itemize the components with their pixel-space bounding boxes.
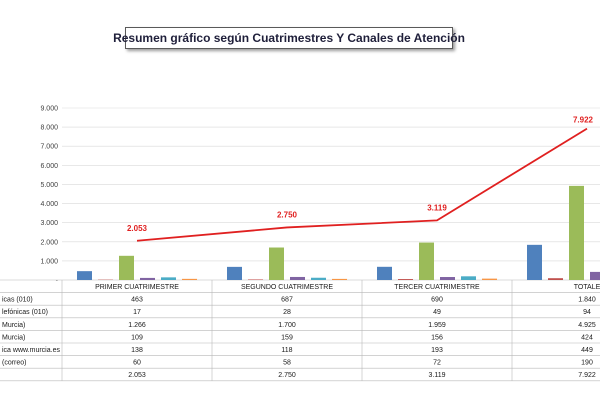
- table-header-cell: TERCER CUATRIMESTRE: [394, 284, 480, 291]
- table-cell: 49: [433, 309, 441, 316]
- bar: [482, 278, 497, 280]
- y-tick-label: 6.000: [40, 163, 58, 170]
- bar: [311, 277, 326, 280]
- chart-title: Resumen gráfico según Cuatrimestres Y Ca…: [113, 31, 465, 45]
- table-row-label: (correo): [2, 360, 27, 367]
- bar: [290, 276, 305, 280]
- bar: [590, 271, 600, 280]
- table-row-label: Murcia): [2, 322, 25, 329]
- bar: [140, 277, 155, 280]
- table-cell: 1.700: [278, 322, 296, 329]
- bar: [227, 266, 242, 280]
- table-header-cell: TOTALE: [574, 284, 600, 291]
- table-cell: 424: [581, 334, 593, 341]
- table-cell: 109: [131, 334, 143, 341]
- table-cell: 690: [431, 297, 443, 304]
- table-cell: 7.922: [578, 372, 596, 379]
- table-cell: 1.959: [428, 322, 446, 329]
- table-cell: 60: [133, 360, 141, 367]
- total-line: [136, 127, 588, 242]
- table-header-cell: PRIMER CUATRIMESTRE: [95, 284, 179, 291]
- table-cell: 3.119: [429, 372, 446, 379]
- bar: [440, 277, 455, 280]
- table-cell: 156: [431, 334, 443, 341]
- table-cell: 58: [283, 360, 291, 367]
- table-cell: 1.266: [128, 322, 146, 329]
- table-cell: 17: [133, 309, 141, 316]
- total-data-label: 3.119: [427, 203, 447, 212]
- table-cell: 463: [131, 297, 143, 304]
- table-cell: 118: [281, 347, 292, 354]
- table-cell: 94: [583, 309, 591, 316]
- table-cell: 4.925: [578, 322, 596, 329]
- bar: [461, 276, 476, 280]
- y-tick-label: 7.000: [40, 144, 58, 151]
- bar: [182, 278, 197, 280]
- table-row-label: icas (010): [2, 297, 33, 304]
- y-tick-label: 5.000: [40, 182, 58, 189]
- bar: [77, 271, 92, 280]
- table-cell: 159: [281, 334, 293, 341]
- table-row-label: lefónicas (010): [2, 309, 48, 316]
- y-tick-label: 3.000: [40, 220, 58, 227]
- bar: [419, 242, 434, 280]
- table-cell: 449: [581, 347, 593, 354]
- table-cell: 193: [431, 347, 443, 354]
- table-cell: 1.840: [578, 297, 596, 304]
- bar: [377, 266, 392, 280]
- table-row-label: ica www.murcia.es: [2, 347, 60, 354]
- total-data-label: 2.750: [277, 210, 298, 219]
- bar: [527, 244, 542, 280]
- y-tick-label: 4.000: [40, 201, 58, 208]
- y-tick-label: 9.000: [40, 106, 58, 113]
- y-tick-label: 1.000: [40, 258, 58, 265]
- table-cell: 2.053: [128, 372, 146, 379]
- chart-title-box: Resumen gráfico según Cuatrimestres Y Ca…: [113, 27, 465, 49]
- total-data-label: 2.053: [127, 224, 148, 233]
- table-cell: 72: [433, 360, 441, 367]
- table-cell: 28: [283, 309, 291, 316]
- total-data-label: 7.922: [573, 116, 594, 125]
- bar: [548, 278, 563, 280]
- table-cell: 2.750: [278, 372, 296, 379]
- bar: [119, 255, 134, 280]
- bar: [569, 185, 584, 280]
- table-cell: 138: [131, 347, 143, 354]
- table-header-cell: SEGUNDO CUATRIMESTRE: [241, 284, 333, 291]
- y-tick-label: -: [56, 278, 59, 285]
- table-row-label: Murcia): [2, 334, 25, 341]
- table-cell: 190: [581, 360, 593, 367]
- bar: [398, 279, 413, 280]
- table-cell: 687: [281, 297, 293, 304]
- y-tick-label: 8.000: [40, 125, 58, 132]
- y-tick-label: 2.000: [40, 239, 58, 246]
- bar: [269, 247, 284, 280]
- bar: [161, 277, 176, 280]
- bar: [332, 278, 347, 280]
- bar: [248, 279, 263, 280]
